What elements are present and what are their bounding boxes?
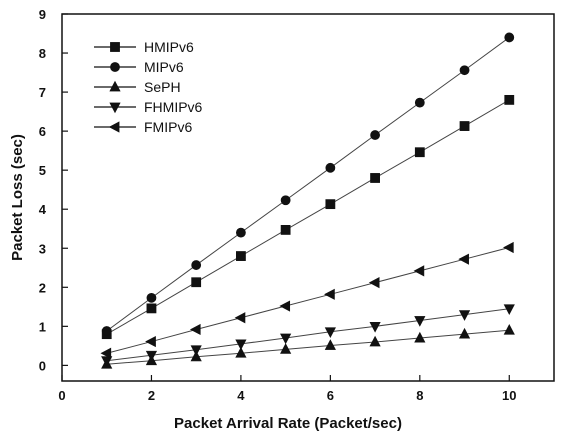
y-tick-label: 7 bbox=[39, 85, 46, 100]
legend-marker bbox=[110, 62, 120, 72]
data-point bbox=[414, 331, 426, 343]
data-point bbox=[414, 316, 426, 327]
legend-item: FMIPv6 bbox=[94, 119, 192, 135]
x-tick-label: 8 bbox=[416, 388, 423, 403]
data-point bbox=[413, 265, 425, 277]
y-tick-label: 4 bbox=[39, 202, 47, 217]
y-axis-title: Packet Loss (sec) bbox=[9, 134, 26, 261]
x-tick-label: 0 bbox=[58, 388, 65, 403]
data-point bbox=[236, 251, 246, 261]
data-point bbox=[458, 310, 471, 321]
y-tick-label: 3 bbox=[39, 241, 46, 256]
data-point bbox=[280, 343, 292, 354]
data-point bbox=[370, 130, 380, 140]
data-point bbox=[503, 324, 515, 335]
data-point bbox=[190, 345, 202, 357]
data-point bbox=[235, 347, 247, 358]
x-axis-title: Packet Arrival Rate (Packet/sec) bbox=[174, 415, 402, 432]
legend-item: HMIPv6 bbox=[94, 39, 194, 55]
data-point bbox=[189, 323, 201, 336]
data-point bbox=[280, 333, 292, 345]
data-point bbox=[279, 300, 291, 312]
data-point bbox=[459, 121, 470, 131]
series-seph bbox=[101, 324, 515, 369]
legend-label: SePH bbox=[144, 79, 181, 95]
data-point bbox=[459, 65, 470, 76]
data-point bbox=[503, 241, 514, 254]
data-point bbox=[280, 195, 291, 206]
data-point bbox=[191, 277, 202, 288]
data-point bbox=[368, 277, 380, 289]
y-tick-label: 1 bbox=[39, 319, 46, 334]
data-point bbox=[100, 347, 112, 359]
data-point bbox=[145, 335, 156, 348]
data-point bbox=[504, 32, 515, 43]
legend-item: SePH bbox=[94, 79, 181, 95]
data-point bbox=[369, 321, 381, 333]
legend-marker bbox=[108, 121, 120, 133]
legend-marker bbox=[110, 42, 120, 52]
series-layer bbox=[100, 32, 515, 369]
data-point bbox=[146, 303, 157, 314]
data-point bbox=[325, 162, 336, 173]
data-point bbox=[146, 292, 157, 303]
data-point bbox=[370, 173, 380, 183]
x-tick-label: 6 bbox=[327, 388, 334, 403]
data-point bbox=[145, 350, 158, 362]
legend-label: FMIPv6 bbox=[144, 119, 192, 135]
plot-frame bbox=[61, 13, 555, 382]
legend-marker bbox=[109, 102, 121, 114]
legend-label: MIPv6 bbox=[144, 59, 184, 75]
y-tick-label: 6 bbox=[39, 124, 46, 139]
series-line bbox=[106, 37, 510, 332]
series-mipv6 bbox=[101, 32, 515, 336]
series-fhmipv6 bbox=[101, 304, 515, 367]
data-point bbox=[503, 304, 515, 316]
data-point bbox=[458, 327, 471, 339]
data-point bbox=[280, 225, 291, 235]
x-tick-label: 2 bbox=[148, 388, 155, 403]
legend-label: HMIPv6 bbox=[144, 39, 194, 55]
data-point bbox=[236, 227, 246, 238]
data-point bbox=[101, 326, 112, 336]
series-line bbox=[106, 308, 510, 362]
data-point bbox=[191, 260, 202, 270]
series-line bbox=[106, 246, 510, 354]
y-tick-label: 8 bbox=[39, 46, 46, 61]
data-point bbox=[504, 94, 515, 105]
legend-item: FHMIPv6 bbox=[94, 99, 203, 115]
x-tick-label: 10 bbox=[502, 388, 516, 403]
data-point bbox=[414, 147, 425, 158]
legend-item: MIPv6 bbox=[94, 59, 184, 75]
data-point bbox=[324, 339, 336, 350]
data-point bbox=[369, 335, 381, 347]
ticks-layer: 0 2 4 6 8 10 0 1 2 3 4 5 6 7 8 9 bbox=[39, 7, 517, 403]
y-tick-label: 0 bbox=[39, 358, 46, 373]
legend-label: FHMIPv6 bbox=[144, 99, 203, 115]
data-point bbox=[101, 356, 113, 367]
data-point bbox=[190, 350, 202, 362]
y-tick-label: 5 bbox=[39, 163, 46, 178]
data-point bbox=[325, 199, 336, 210]
data-point bbox=[458, 253, 469, 265]
series-fmipv6 bbox=[100, 241, 514, 359]
legend: HMIPv6 MIPv6 SePH FHMIPv6 FMIPv6 bbox=[94, 39, 203, 135]
data-point bbox=[324, 327, 336, 339]
data-point bbox=[234, 312, 246, 324]
x-tick-label: 4 bbox=[237, 388, 245, 403]
data-point bbox=[324, 288, 335, 300]
y-tick-label: 2 bbox=[39, 280, 46, 295]
legend-marker bbox=[109, 80, 121, 92]
data-point bbox=[414, 97, 425, 108]
series-line bbox=[106, 99, 510, 335]
data-point bbox=[235, 339, 247, 351]
series-line bbox=[106, 329, 510, 365]
y-tick-label: 9 bbox=[39, 7, 46, 22]
